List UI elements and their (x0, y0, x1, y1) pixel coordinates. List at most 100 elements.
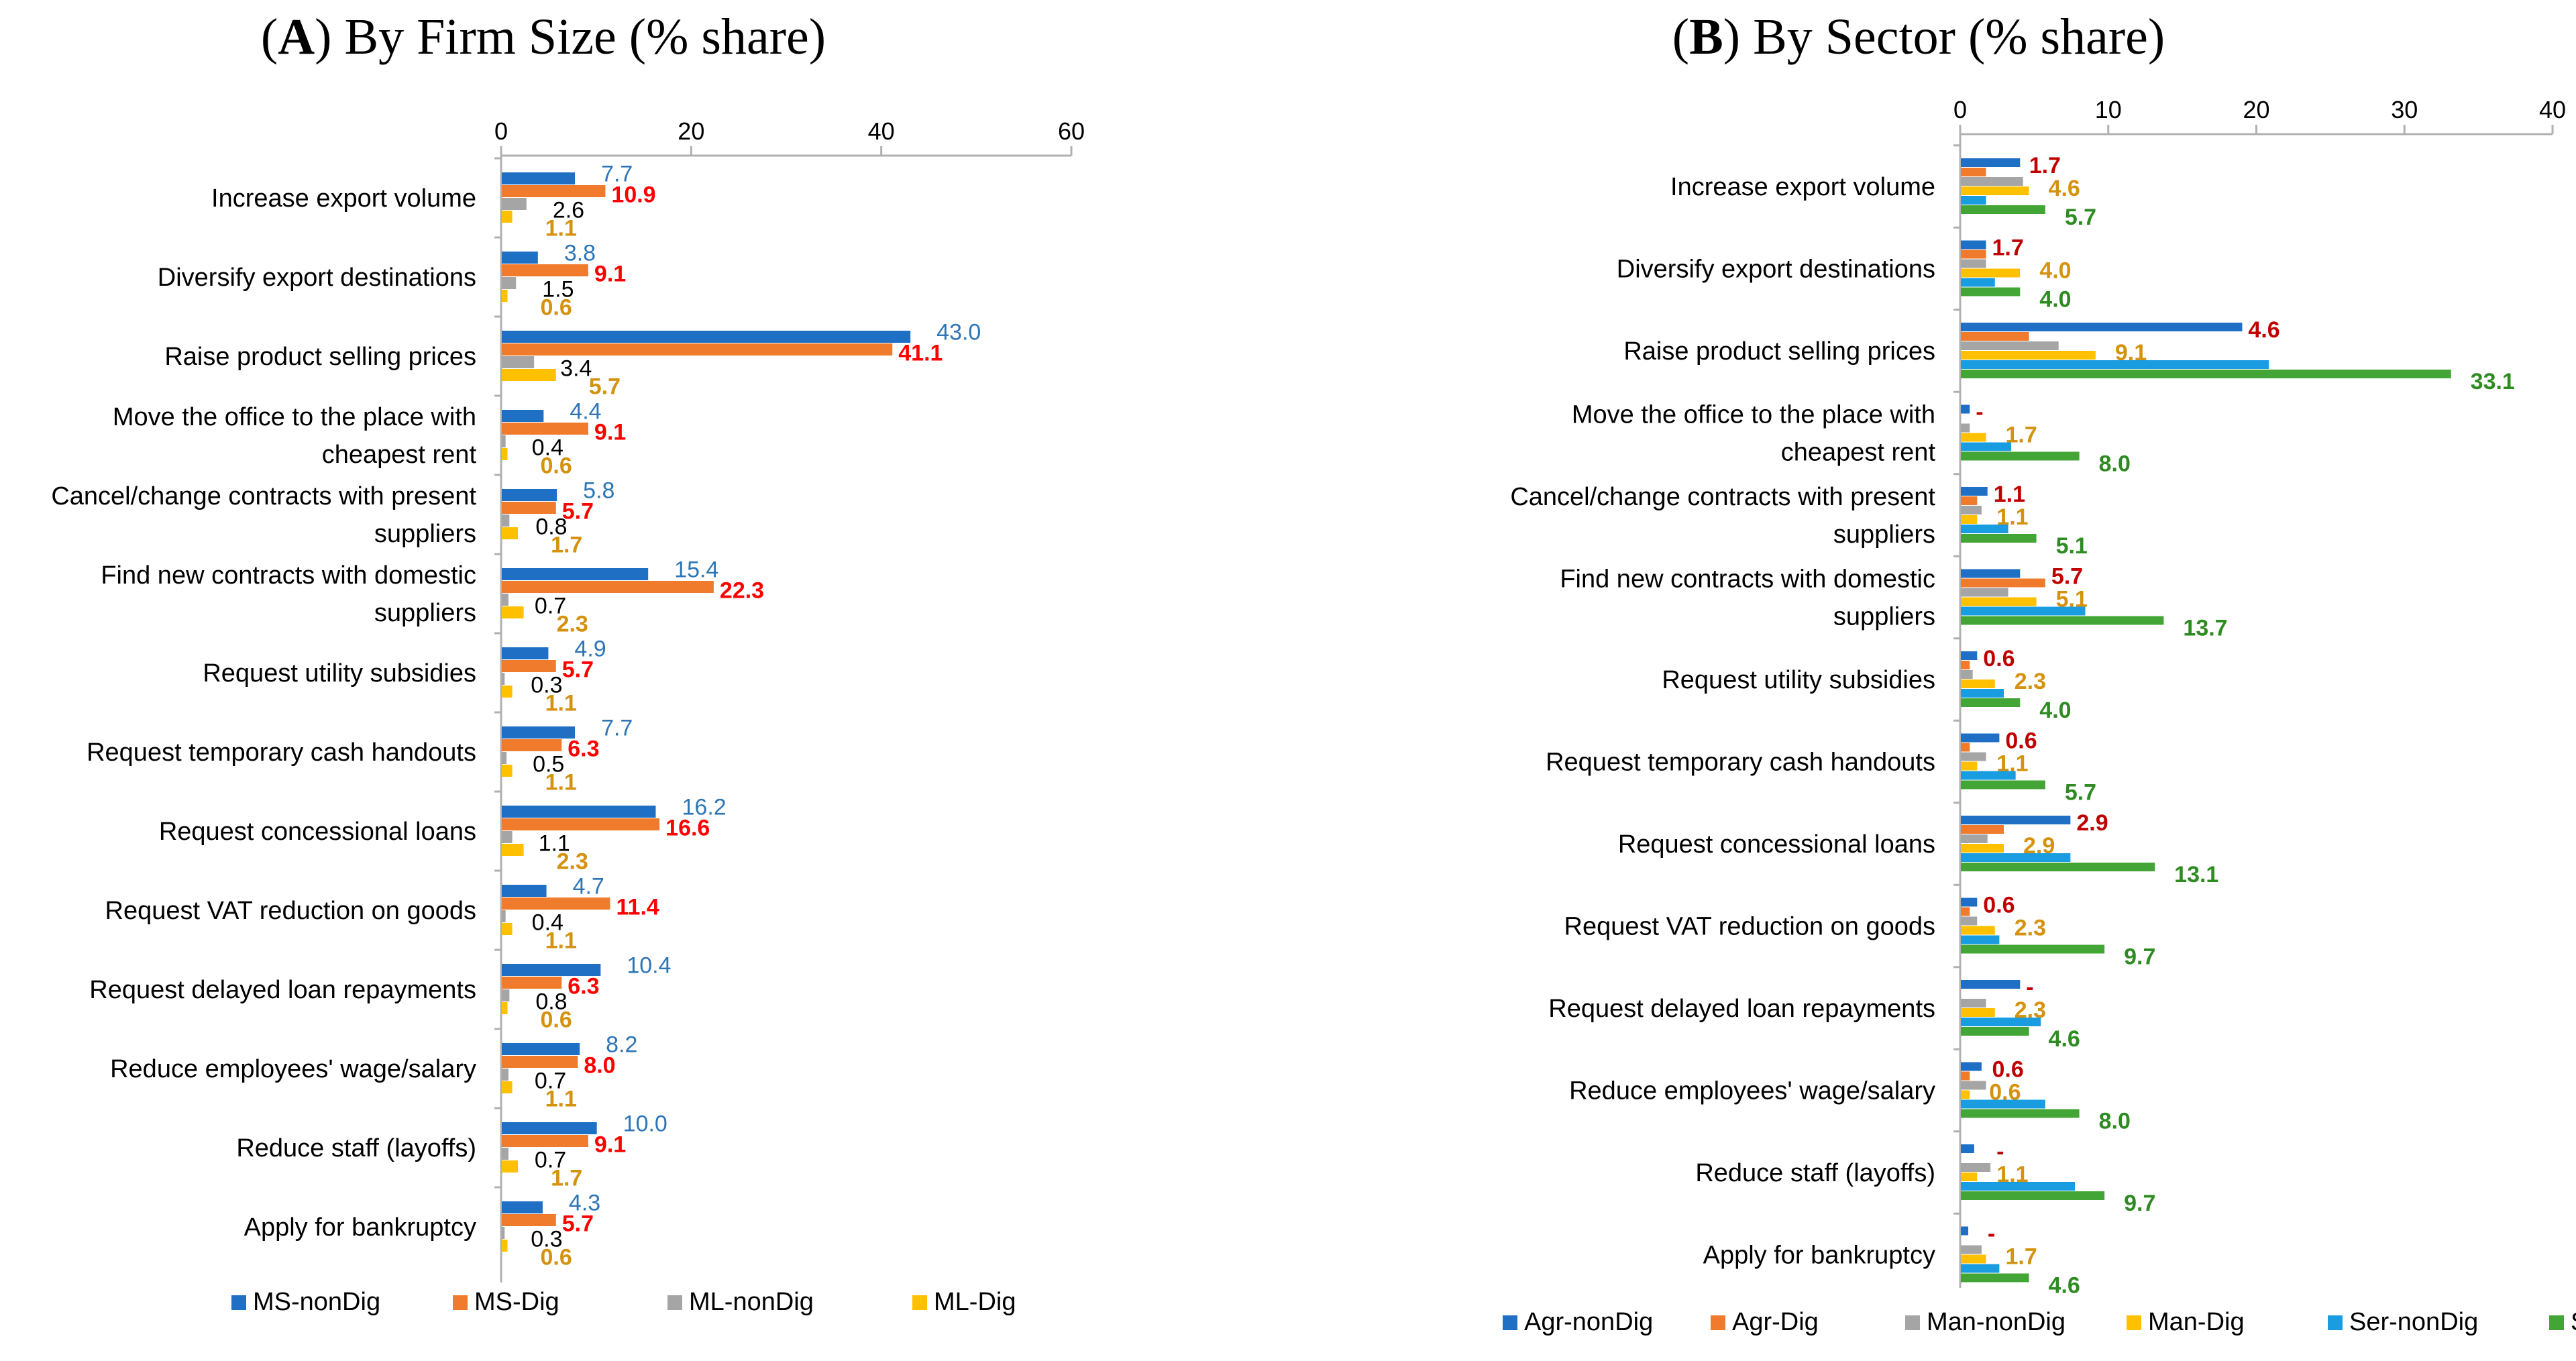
chart-a-category-label: Request delayed loan repayments (89, 976, 476, 1004)
chart-b-category-label: Move the office to the place with (1572, 401, 1935, 429)
chart-b-bar-agr-dig (1961, 743, 1970, 752)
chart-b-bar-agr-nondig (1961, 651, 1978, 660)
chart-a-bar-ms-dig (502, 897, 610, 910)
chart-b-bar-man-dig (1961, 515, 1978, 524)
chart-a-data-label-ms-nondig: 5.8 (583, 478, 614, 504)
chart-b-bar-agr-nondig (1961, 569, 2021, 578)
chart-b-bar-ser-nondig (1961, 442, 2012, 451)
chart-b-data-label-ser-dig: 4.6 (2049, 1026, 2080, 1052)
chart-b-bar-agr-nondig (1961, 323, 2243, 331)
chart-b-bar-man-dig (1961, 844, 2004, 853)
chart-b-x-tick-label: 20 (2243, 96, 2269, 123)
chart-a-data-label-ms-nondig: 4.3 (569, 1191, 600, 1216)
chart-b-bar-agr-nondig (1961, 158, 2021, 167)
chart-a-data-label-ms-dig: 8.0 (584, 1053, 615, 1079)
chart-a-bar-ml-dig (502, 686, 513, 698)
chart-b-bar-ser-dig (1961, 370, 2451, 378)
chart-b-bar-agr-nondig (1961, 733, 2000, 743)
chart-a-data-label-ml-dig: 0.6 (541, 295, 572, 321)
chart-a-data-label-ml-dig: 2.3 (557, 612, 588, 637)
chart-a-data-label-ml-dig: 1.1 (545, 770, 577, 796)
chart-a-bar-ms-dig (502, 343, 893, 356)
chart-b-data-label-agr-dig: 1.7 (2029, 153, 2061, 178)
chart-b-bar-agr-nondig (1961, 1144, 1974, 1153)
chart-a-bar-ms-dig (502, 264, 588, 276)
chart-b-bar-agr-nondig (1961, 404, 1970, 414)
chart-a-data-label-ms-dig: 5.7 (562, 657, 594, 683)
chart-a-bar-ms-nondig (502, 410, 544, 422)
chart-a-bar-ml-nondig (502, 277, 517, 289)
chart-a-bar-ml-dig (502, 765, 513, 777)
chart-a-bar-ms-dig (502, 660, 556, 672)
chart-b-bar-man-dig (1961, 268, 2021, 278)
chart-a-bar-ml-nondig (502, 673, 505, 685)
chart-a-data-label-ml-nondig: 0.5 (533, 752, 564, 777)
chart-b-data-label-agr-dig: - (1988, 1221, 1995, 1247)
chart-b-bar-man-nondig (1961, 177, 2023, 186)
chart-b-data-label-ser-dig: 13.1 (2174, 862, 2218, 887)
chart-b-bar-ser-nondig (1961, 1018, 2041, 1026)
chart-a-bar-ms-dig (502, 1214, 556, 1226)
chart-b-bar-agr-dig (1961, 907, 1970, 916)
chart-b-bar-ser-dig (1961, 698, 2021, 707)
chart-b-bar-man-dig (1961, 433, 1986, 442)
chart-a-legend-label: MS-Dig (474, 1288, 559, 1316)
chart-b-legend-swatch (1711, 1315, 1725, 1330)
chart-a-title: (A) By Firm Size (% share) (261, 9, 826, 65)
chart-a-data-label-ml-nondig: 0.3 (531, 673, 562, 698)
chart-a-data-label-ml-dig: 0.6 (541, 1245, 572, 1270)
chart-b-bar-man-nondig (1961, 423, 1970, 433)
chart-b-category-label: Reduce staff (layoffs) (1695, 1159, 1935, 1187)
chart-b-data-label-agr-dig: 1.7 (1992, 235, 2024, 261)
chart-b-data-label-agr-dig: 5.7 (2051, 564, 2083, 590)
chart-b-data-label-ser-dig: 5.7 (2065, 205, 2096, 230)
chart-a-bar-ml-dig (502, 527, 519, 539)
chart-a-data-label-ms-dig: 41.1 (898, 341, 943, 366)
chart-a-data-label-ms-dig: 5.7 (562, 499, 594, 525)
chart-a-data-label-ml-nondig: 0.8 (535, 989, 567, 1015)
chart-a-legend-label: MS-nonDig (253, 1288, 380, 1316)
chart-b-title-open: ( (1672, 9, 1689, 65)
chart-b-title-letter: B (1689, 9, 1723, 65)
chart-a-data-label-ms-dig: 16.6 (665, 816, 710, 841)
chart-a-data-label-ml-nondig: 0.3 (531, 1227, 562, 1252)
chart-b-data-label-man-dig: 2.3 (2015, 669, 2046, 694)
chart-b-data-label-ser-dig: 8.0 (2099, 1109, 2131, 1134)
chart-b-bar-ser-dig (1961, 205, 2045, 214)
chart-a-bar-ms-dig (502, 1056, 578, 1068)
chart-b-data-label-ser-dig: 33.1 (2471, 369, 2515, 394)
chart-a-category-label: Reduce staff (layoffs) (236, 1134, 476, 1162)
chart-b-data-label-ser-dig: 5.7 (2065, 780, 2096, 806)
chart-b-bar-man-dig (1961, 926, 1995, 935)
chart-b-x-tick-label: 0 (1953, 96, 1967, 123)
chart-b-bar-man-dig (1961, 1090, 1970, 1099)
chart-a-data-label-ms-nondig: 10.4 (627, 953, 671, 979)
chart-b-bar-ser-nondig (1961, 360, 2269, 369)
chart-b-bar-agr-dig (1961, 168, 1986, 176)
chart-a-title-close: ) (315, 9, 331, 65)
chart-b-category-label: Apply for bankruptcy (1703, 1242, 1935, 1270)
chart-a-category-label: Move the office to the place with (113, 403, 476, 431)
chart-b-legend-swatch (2328, 1315, 2343, 1330)
chart-b-bar-ser-dig (1961, 780, 2045, 790)
chart-a-data-label-ml-nondig: 0.7 (535, 1069, 566, 1094)
chart-a-bar-ms-nondig (502, 489, 557, 501)
chart-a-x-tick-label: 20 (678, 117, 704, 145)
chart-b-bar-agr-nondig (1961, 816, 2071, 824)
chart-a-data-label-ms-dig: 6.3 (568, 974, 599, 999)
chart-a-data-label-ms-nondig: 7.7 (601, 716, 633, 741)
chart-a-data-label-ms-dig: 9.1 (594, 420, 626, 445)
chart-a-bar-ml-nondig (502, 831, 513, 843)
chart-b-bar-man-dig (1961, 1008, 1995, 1017)
chart-b-x-tick-label: 40 (2539, 96, 2566, 123)
chart-b-bar-agr-dig (1961, 578, 2045, 588)
chart-b-bar-ser-nondig (1961, 853, 2071, 862)
chart-b-data-label-man-dig: 4.6 (2049, 176, 2080, 201)
chart-a-data-label-ml-dig: 2.3 (557, 849, 588, 875)
chart-b-legend-swatch (1503, 1315, 1517, 1330)
chart-a-data-label-ml-dig: 5.7 (589, 374, 621, 400)
chart-a-data-label-ml-dig: 0.6 (541, 453, 572, 479)
chart-b-data-label-agr-dig: 0.6 (1983, 646, 2015, 671)
chart-b-category-label: Cancel/change contracts with present (1510, 483, 1935, 511)
chart-a-category-label: cheapest rent (322, 441, 477, 469)
